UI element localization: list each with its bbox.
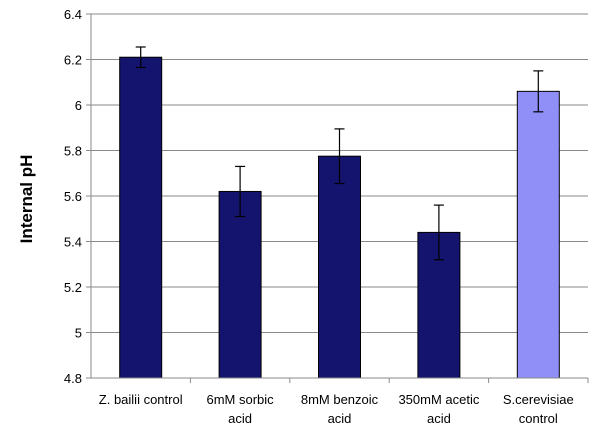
bar [218, 190, 262, 379]
y-tick-label: 5.4 [64, 235, 82, 250]
axes [86, 13, 589, 383]
bar [119, 56, 163, 379]
y-tick-label: 6.4 [64, 7, 82, 22]
y-tick-label: 4.8 [64, 371, 82, 386]
y-tick-label: 6 [75, 98, 82, 113]
x-category-label: 8mM benzoic acid [301, 392, 379, 426]
x-category-label: Z. bailii control [99, 392, 183, 407]
bar [516, 90, 560, 379]
y-axis-title: Internal pH [17, 155, 36, 244]
y-tick-label: 5 [75, 326, 82, 341]
labels: 4.8 5 5.2 5.4 5.6 5.8 6 6.2 6.4 Z. bailii control… [64, 7, 574, 426]
bars [119, 56, 560, 379]
y-tick-label: 6.2 [64, 53, 82, 68]
y-tick-label: 5.2 [64, 280, 82, 295]
x-category-label: S.cerevisiae control [503, 392, 574, 426]
error-bars [135, 46, 544, 261]
bar [417, 231, 461, 379]
x-category-label: 6mM sorbic acid [207, 392, 275, 426]
y-tick-label: 5.8 [64, 144, 82, 159]
bar [318, 155, 361, 379]
y-tick-label: 5.6 [64, 189, 82, 204]
x-category-label: 350mM acetic acid [398, 392, 479, 426]
